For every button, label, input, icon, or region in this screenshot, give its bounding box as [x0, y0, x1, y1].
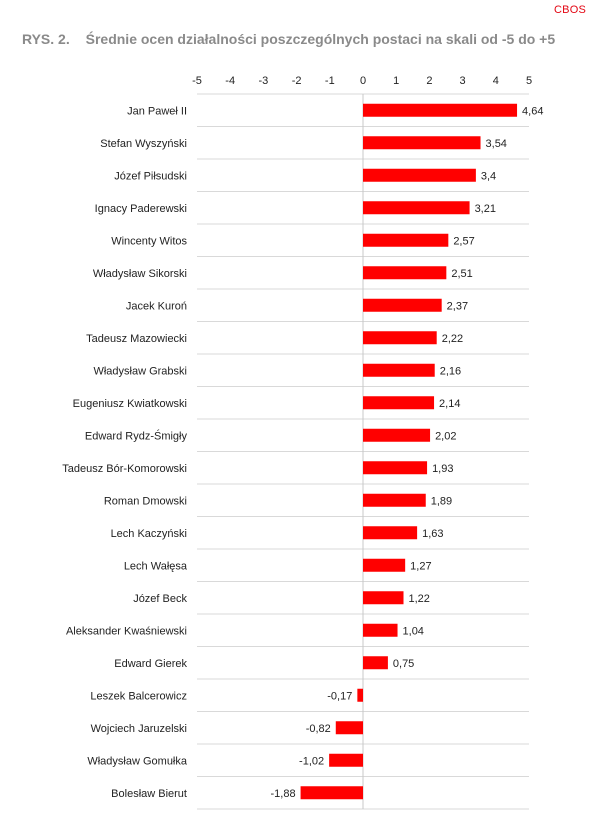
- bar: [363, 103, 518, 117]
- category-label: Ignacy Paderewski: [95, 203, 187, 215]
- category-label: Władysław Sikorski: [93, 268, 187, 280]
- bar: [363, 428, 431, 442]
- bar: [363, 266, 447, 280]
- bar: [335, 721, 363, 735]
- bar: [363, 331, 437, 345]
- category-label: Eugeniusz Kwiatkowski: [73, 398, 187, 410]
- category-label: Władysław Gomułka: [87, 755, 188, 767]
- data-label: -1,88: [271, 788, 296, 800]
- data-label: 2,57: [453, 235, 474, 247]
- bar: [363, 656, 388, 670]
- bar: [363, 136, 481, 150]
- data-label: 3,54: [486, 138, 507, 150]
- category-label: Tadeusz Mazowiecki: [86, 333, 187, 345]
- data-label: 1,93: [432, 463, 453, 475]
- data-label: 3,4: [481, 170, 496, 182]
- data-label: 2,37: [447, 300, 468, 312]
- data-label: -0,82: [306, 723, 331, 735]
- category-label: Jan Paweł II: [127, 105, 187, 117]
- category-label: Edward Rydz-Śmigły: [85, 429, 188, 442]
- data-label: -1,02: [299, 755, 324, 767]
- category-label: Leszek Balcerowicz: [90, 690, 187, 702]
- bar: [363, 526, 418, 540]
- x-tick-label: -5: [192, 75, 202, 87]
- data-label: 1,22: [409, 593, 430, 605]
- data-label: 2,51: [451, 268, 472, 280]
- category-label: Aleksander Kwaśniewski: [66, 625, 187, 637]
- category-label: Wincenty Witos: [111, 235, 187, 247]
- data-label: 0,75: [393, 658, 414, 670]
- category-label: Stefan Wyszyński: [100, 138, 187, 150]
- bar: [363, 201, 470, 215]
- category-label: Roman Dmowski: [104, 495, 187, 507]
- bar: [363, 396, 435, 410]
- brand-label: CBOS: [554, 4, 586, 16]
- bar: [363, 233, 449, 247]
- x-tick-label: 5: [526, 75, 532, 87]
- bar: [363, 168, 476, 182]
- data-label: 4,64: [522, 105, 543, 117]
- bar: [363, 363, 435, 377]
- data-label: 2,22: [442, 333, 463, 345]
- category-label: Władysław Grabski: [93, 365, 187, 377]
- data-label: 1,27: [410, 560, 431, 572]
- data-label: 1,04: [403, 625, 424, 637]
- x-tick-label: 1: [393, 75, 399, 87]
- figure-number: RYS. 2.: [22, 31, 70, 47]
- data-label: 2,16: [440, 365, 461, 377]
- bar: [363, 493, 426, 507]
- x-tick-label: -1: [325, 75, 335, 87]
- x-tick-label: 0: [360, 75, 366, 87]
- x-tick-label: 3: [460, 75, 466, 87]
- category-label: Józef Piłsudski: [114, 170, 187, 182]
- bar: [363, 591, 404, 605]
- category-label: Wojciech Jaruzelski: [91, 723, 187, 735]
- bar: [363, 558, 406, 572]
- category-label: Jacek Kuroń: [126, 300, 187, 312]
- bar: [363, 623, 398, 637]
- data-label: 2,14: [439, 398, 460, 410]
- category-label: Lech Kaczyński: [111, 528, 187, 540]
- bar: [363, 461, 428, 475]
- category-label: Józef Beck: [133, 593, 187, 605]
- category-label: Edward Gierek: [114, 658, 187, 670]
- bar: [357, 688, 363, 702]
- data-label: 1,89: [431, 495, 452, 507]
- bar: [300, 786, 363, 800]
- category-label: Lech Wałęsa: [124, 560, 188, 572]
- data-label: 1,63: [422, 528, 443, 540]
- figure-title-text: Średnie ocen działalności poszczególnych…: [85, 31, 556, 47]
- x-tick-label: 4: [493, 75, 499, 87]
- x-tick-label: -3: [259, 75, 269, 87]
- data-label: 2,02: [435, 430, 456, 442]
- category-label: Bolesław Bierut: [111, 788, 187, 800]
- category-label: Tadeusz Bór-Komorowski: [62, 463, 187, 475]
- bar: [329, 753, 363, 767]
- x-tick-label: 2: [426, 75, 432, 87]
- data-label: -0,17: [327, 690, 352, 702]
- bar: [363, 298, 442, 312]
- data-label: 3,21: [475, 203, 496, 215]
- x-tick-label: -4: [225, 75, 235, 87]
- x-tick-label: -2: [292, 75, 302, 87]
- figure-title: RYS. 2. Średnie ocen działalności poszcz…: [22, 31, 555, 47]
